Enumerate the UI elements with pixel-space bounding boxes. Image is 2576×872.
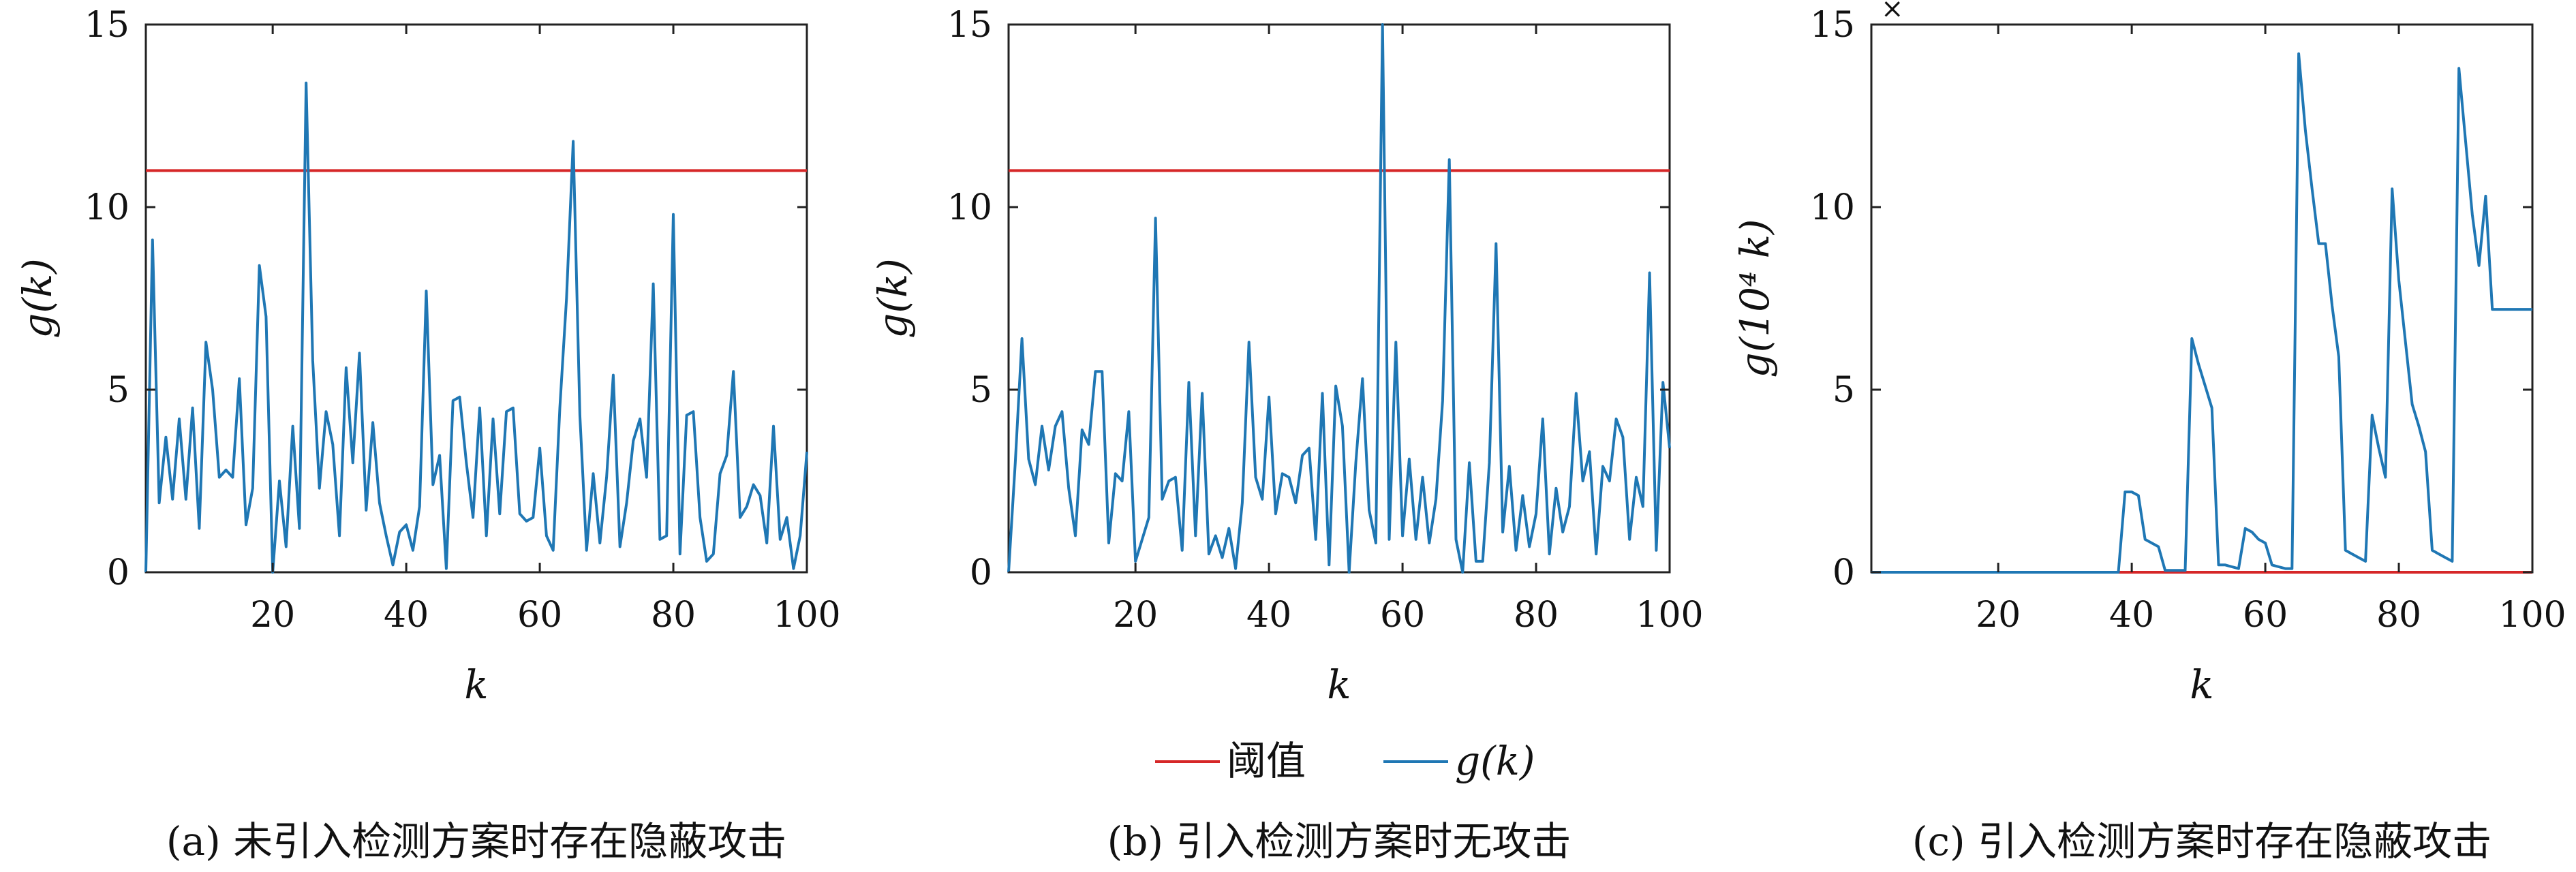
x-tick-label-c: 80	[2376, 595, 2421, 636]
x-tick-label-b: 80	[1514, 595, 1559, 636]
legend: 阈值 g(k)	[1155, 738, 1535, 784]
y-tick-label-b: 0	[970, 552, 992, 593]
x-tick-label-b: 40	[1246, 595, 1291, 636]
plot-frame-c	[1870, 23, 2534, 574]
y-tick-label-c: 15	[1810, 5, 1855, 46]
y-axis-label-b: g(k)	[870, 258, 916, 339]
x-tick-label-c: 40	[2109, 595, 2154, 636]
plot-frame-b	[1007, 23, 1671, 574]
axis-exponent-marker-c: ×	[1881, 0, 1904, 25]
y-axis-label-a: g(k)	[14, 258, 61, 339]
panel-b: 0 5 10 15 20 40 60 80 100 k g(k) (b) 引入检测方案时无攻击	[870, 5, 1704, 865]
legend-label-gk: g(k)	[1455, 738, 1535, 784]
y-tick-label-a: 15	[85, 5, 129, 46]
y-tick-label-a: 0	[107, 552, 129, 593]
caption-c: (c) 引入检测方案时存在隐蔽攻击	[1912, 818, 2491, 865]
x-axis-label-b: k	[1327, 661, 1351, 708]
x-tick-label-a: 60	[517, 595, 562, 636]
caption-b: (b) 引入检测方案时无攻击	[1107, 818, 1571, 865]
x-tick-label-a: 40	[384, 595, 429, 636]
x-tick-label-a: 80	[651, 595, 696, 636]
x-tick-label-c: 60	[2243, 595, 2288, 636]
panel-a: 0 5 10 15 20 40 60 80 100 k g(k) (a) 未引入检测方案时存在…	[14, 5, 841, 865]
series-line-gk-c	[1871, 52, 2532, 574]
x-axis-label-c: k	[2190, 661, 2213, 708]
x-tick-label-b: 100	[1636, 595, 1703, 636]
x-tick-label-a: 20	[250, 595, 295, 636]
series-line-gk-b	[1007, 23, 1671, 574]
y-tick-label-b: 15	[947, 5, 992, 46]
legend-label-threshold: 阈值	[1227, 738, 1306, 784]
panel-c: 0 5 10 15 20 40 60 80 100 × k g(10⁴ k) (c) 引入检测…	[1732, 0, 2566, 865]
x-tick-label-c: 100	[2498, 595, 2566, 636]
x-tick-label-c: 20	[1976, 595, 2021, 636]
y-tick-label-a: 5	[107, 370, 129, 411]
y-tick-label-c: 10	[1810, 187, 1855, 228]
caption-a: (a) 未引入检测方案时存在隐蔽攻击	[166, 818, 786, 865]
y-axis-label-c: g(10⁴ k)	[1732, 219, 1778, 377]
x-axis-label-a: k	[464, 661, 488, 708]
x-tick-label-b: 60	[1380, 595, 1425, 636]
plot-frame-a	[144, 23, 808, 574]
x-tick-label-a: 100	[773, 595, 840, 636]
y-tick-label-c: 0	[1833, 552, 1855, 593]
y-tick-label-b: 10	[947, 187, 992, 228]
y-tick-label-a: 10	[85, 187, 129, 228]
y-tick-label-b: 5	[970, 370, 992, 411]
series-line-gk-a	[144, 81, 808, 574]
y-tick-label-c: 5	[1833, 370, 1855, 411]
x-tick-label-b: 20	[1113, 595, 1158, 636]
